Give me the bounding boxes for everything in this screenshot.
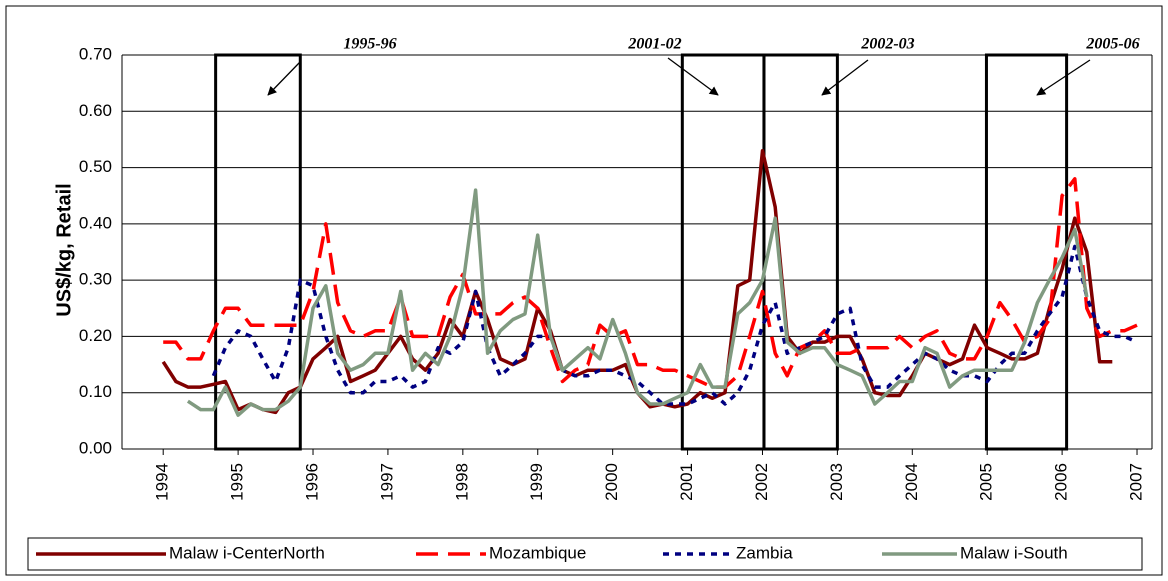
- series-line: [163, 177, 1138, 389]
- y-tick-label: 0.00: [79, 438, 112, 457]
- legend-label: Malaw i-CenterNorth: [169, 543, 325, 562]
- y-tick-label: 0.40: [79, 213, 112, 232]
- period-box: [214, 53, 302, 451]
- x-tick-label: 2006: [1052, 463, 1071, 501]
- annotation-arrow: [267, 61, 301, 96]
- x-tick-label: 1997: [377, 463, 396, 501]
- x-tick-label: 2004: [902, 463, 921, 501]
- x-tick-label: 2005: [977, 463, 996, 501]
- annotation-arrow: [667, 57, 719, 96]
- y-tick-label: 0.50: [79, 157, 112, 176]
- x-tick-label: 2002: [752, 463, 771, 501]
- legend-label: Mozambique: [489, 543, 586, 562]
- annotation-arrow: [1036, 59, 1091, 96]
- y-axis-title: US$/kg, Retail: [53, 183, 75, 316]
- period-box: [762, 53, 839, 451]
- annotation-label: 2005-06: [1085, 36, 1139, 53]
- x-tick-label: 1996: [303, 463, 322, 501]
- annotation-label: 2001-02: [627, 36, 681, 53]
- legend-label: Zambia: [736, 543, 793, 562]
- series-line: [186, 188, 1089, 417]
- y-tick-label: 0.10: [79, 382, 112, 401]
- y-tick-label: 0.60: [79, 101, 112, 120]
- x-tick-label: 2003: [827, 463, 846, 501]
- y-tick-label: 0.20: [79, 326, 112, 345]
- x-tick-label: 1995: [228, 463, 247, 501]
- y-tick-label: 0.30: [79, 270, 112, 289]
- legend-label: Malaw i-South: [960, 543, 1068, 562]
- chart-frame: [5, 5, 1163, 576]
- x-tick-label: 1994: [153, 463, 172, 501]
- annotation-label: 1995-96: [343, 36, 396, 53]
- x-tick-label: 1999: [527, 463, 546, 501]
- annotation-arrow: [821, 59, 869, 96]
- x-tick-label: 2001: [677, 463, 696, 501]
- x-tick-label: 2007: [1127, 463, 1146, 501]
- x-tick-label: 1998: [452, 463, 471, 501]
- x-tick-label: 2000: [602, 463, 621, 501]
- annotation-label: 2002-03: [860, 36, 914, 53]
- y-tick-label: 0.70: [79, 44, 112, 63]
